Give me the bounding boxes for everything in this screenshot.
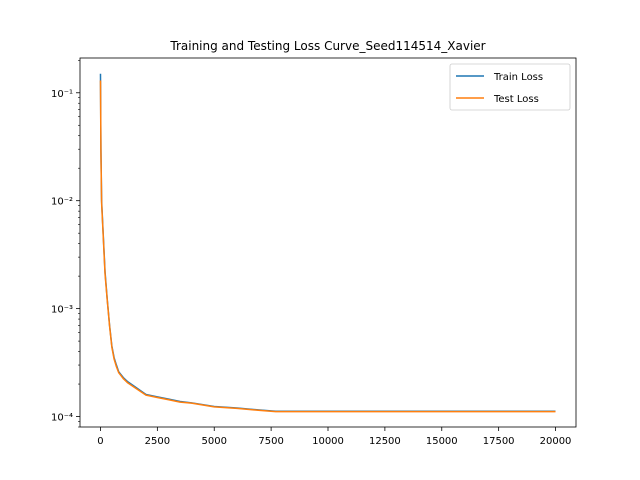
x-tick-label: 12500 <box>369 436 401 447</box>
series-line-test-loss <box>99 80 556 413</box>
plot-frame <box>79 57 577 428</box>
x-tick-label: 0 <box>97 436 103 447</box>
x-tick-label: 17500 <box>483 436 515 447</box>
plot-area <box>80 58 576 427</box>
y-tick-label: 10⁻³ <box>51 305 73 316</box>
y-tick-label: 10⁻¹ <box>51 89 73 100</box>
y-tick-label: 10⁻² <box>51 197 73 208</box>
legend-label: Test Loss <box>493 94 539 105</box>
legend: Train Loss Test Loss <box>449 63 571 111</box>
x-tick-label: 20000 <box>540 436 572 447</box>
y-tick-label: 10⁻⁴ <box>51 413 73 424</box>
x-axis: 0 2500 5000 7500 10000 12500 15000 17500 20000 <box>97 427 571 447</box>
x-tick-label: 15000 <box>426 436 458 447</box>
y-axis: 10⁻⁴ 10⁻³ 10⁻² 10⁻¹ <box>51 59 80 428</box>
x-tick-label: 7500 <box>258 436 283 447</box>
chart-title: Training and Testing Loss Curve_Seed1145… <box>169 39 485 53</box>
series-layer <box>99 73 556 413</box>
legend-label: Train Loss <box>493 72 543 83</box>
x-tick-label: 2500 <box>145 436 170 447</box>
x-tick-label: 5000 <box>202 436 227 447</box>
x-tick-label: 10000 <box>312 436 344 447</box>
plot-background <box>80 58 576 427</box>
